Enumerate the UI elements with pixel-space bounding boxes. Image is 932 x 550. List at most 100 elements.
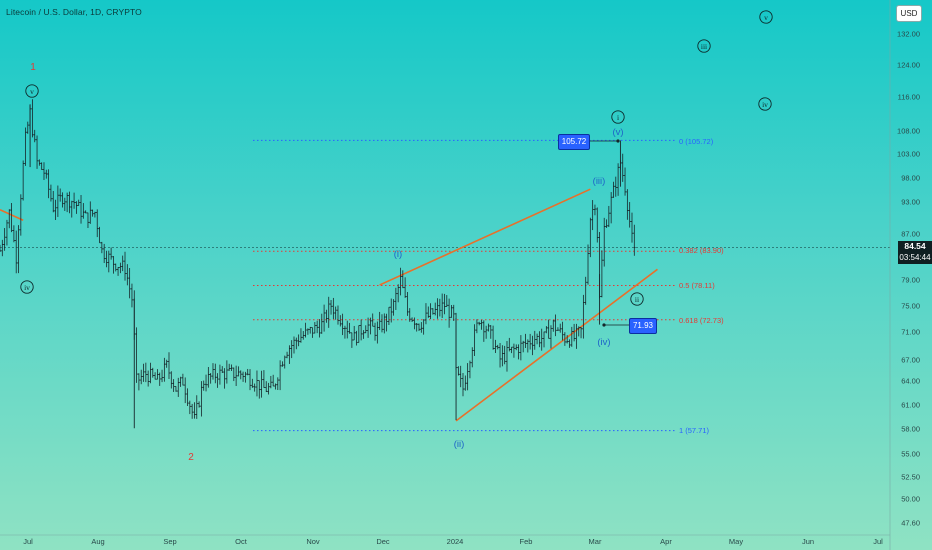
ohlc-bar (302, 331, 305, 340)
price-tick: 124.00 (897, 60, 920, 70)
ohlc-bar (633, 224, 636, 256)
fib-label-0618: 0.618 (72.73) (679, 316, 724, 325)
ohlc-bar (501, 345, 504, 367)
price-tick: 55.00 (901, 449, 920, 459)
time-tick: 2024 (446, 537, 464, 546)
ohlc-bar (158, 372, 161, 386)
ohlc-bar (65, 192, 69, 213)
wave-label-ii: (ii) (454, 439, 465, 450)
ohlc-bar (436, 298, 439, 319)
ohlc-bar (401, 270, 405, 289)
ohlc-bar (623, 167, 627, 196)
wave-label-i: (i) (394, 249, 402, 260)
ohlc-bar (56, 185, 60, 217)
ohlc-bar (0, 244, 2, 253)
ohlc-bar (517, 344, 520, 360)
ohlc-bar (487, 323, 490, 332)
ohlc-bar (153, 372, 157, 380)
ohlc-bar (540, 328, 543, 351)
ohlc-bar (417, 323, 421, 331)
ohlc-bars (0, 99, 636, 429)
ohlc-bar (542, 331, 546, 348)
ohlc-bar (422, 319, 425, 335)
ohlc-bar (49, 184, 53, 202)
wave-label-2: 2 (188, 452, 194, 463)
wave-circle-ii: ii (635, 295, 639, 304)
ohlc-bar (362, 330, 365, 339)
ohlc-bar (21, 160, 25, 201)
ohlc-bar (491, 325, 495, 350)
ohlc-bar (559, 323, 562, 333)
ohlc-bar (563, 332, 567, 346)
ohlc-bar (549, 325, 553, 349)
ohlc-bar (424, 303, 428, 325)
ohlc-bar (38, 159, 41, 166)
ohlc-bar (383, 313, 386, 334)
time-tick: Oct (235, 537, 247, 546)
ohlc-bar (58, 188, 62, 202)
wave-circle-iv: iv (762, 100, 768, 109)
ohlc-bar (221, 366, 224, 373)
ohlc-bar (614, 176, 617, 197)
ohlc-bar (126, 264, 129, 286)
ohlc-bar (593, 204, 597, 216)
ohlc-bar (86, 212, 90, 229)
ohlc-bar (33, 129, 36, 143)
ohlc-bar (295, 337, 298, 350)
ohlc-bar (545, 326, 548, 334)
price-tick: 116.00 (897, 92, 920, 102)
ohlc-bar (8, 209, 11, 229)
price-tick: 47.60 (901, 518, 920, 528)
ohlc-bar (445, 295, 448, 307)
time-tick: Jun (801, 537, 815, 546)
ohlc-bar (251, 378, 254, 388)
currency-button[interactable]: USD (896, 5, 922, 22)
ohlc-bar (612, 181, 615, 198)
ohlc-bar (195, 395, 198, 419)
ohlc-bar (512, 343, 516, 358)
wave-circle-v: v (764, 13, 768, 22)
ohlc-bar (589, 217, 592, 258)
ohlc-bar (26, 121, 29, 134)
ohlc-bar (484, 325, 488, 339)
ohlc-bar (600, 250, 604, 298)
ohlc-bar (582, 294, 585, 339)
ohlc-bar (24, 127, 27, 166)
high-price-label: 105.72 (558, 134, 590, 150)
high-label-dot (616, 139, 620, 143)
ohlc-bar (311, 327, 314, 338)
wave-label-v: (v) (612, 127, 623, 138)
ohlc-bar (216, 373, 219, 388)
price-scale (0, 0, 891, 550)
ohlc-bar (510, 346, 513, 354)
ohlc-bar (348, 322, 351, 334)
ohlc-bar (200, 381, 203, 417)
ohlc-bar (586, 244, 590, 285)
price-tick: 67.00 (901, 355, 920, 365)
ohlc-bar (369, 317, 372, 335)
ohlc-bar (190, 403, 194, 419)
ohlc-bar (427, 306, 430, 318)
ohlc-bar (285, 351, 289, 359)
ohlc-bar (364, 325, 367, 334)
ohlc-bar (188, 400, 192, 415)
price-tick: 98.00 (901, 173, 920, 183)
ohlc-bar (505, 340, 509, 372)
ohlc-bar (258, 380, 261, 399)
ohlc-bar (244, 371, 247, 383)
ohlc-bar (519, 335, 523, 361)
ohlc-bar (137, 373, 141, 391)
ohlc-bar (406, 292, 409, 316)
ohlc-bar (116, 267, 120, 276)
ohlc-bar (450, 305, 453, 318)
ohlc-bar (371, 313, 374, 327)
ohlc-bar (237, 366, 240, 377)
ohlc-bar (109, 247, 113, 260)
ohlc-bar (373, 322, 377, 341)
ohlc-bar (309, 326, 312, 334)
fib-label-0382: 0.382 (83.90) (679, 246, 724, 255)
ohlc-bar (334, 306, 337, 320)
ohlc-bar (415, 323, 418, 332)
